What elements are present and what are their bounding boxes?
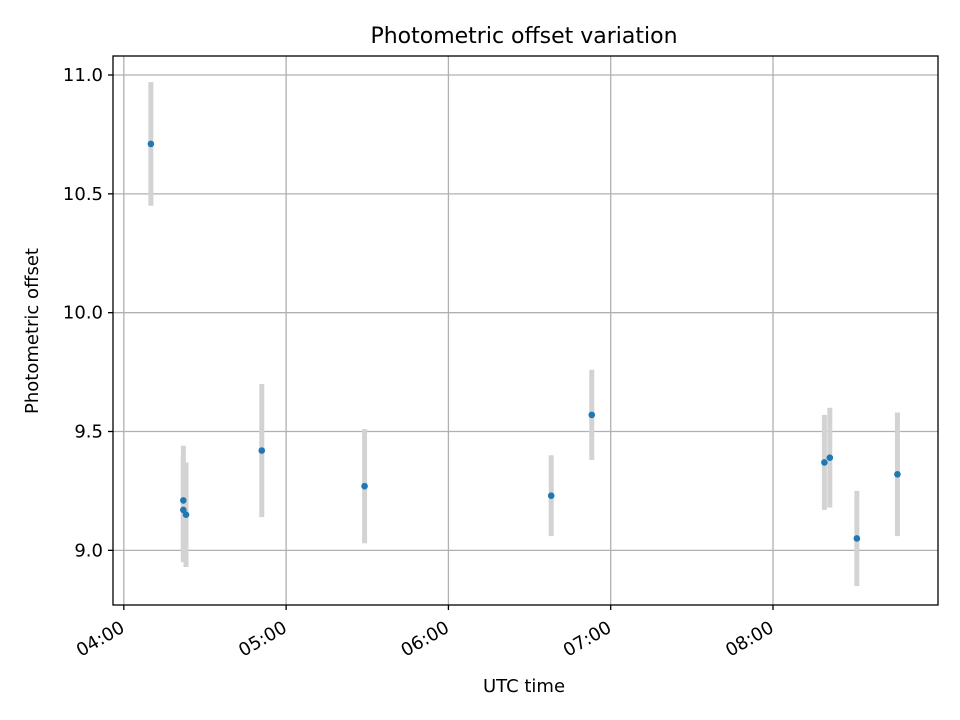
errorbars [148,82,900,586]
y-tick-label: 11.0 [63,65,103,86]
data-point [826,454,834,461]
x-tick-label: 08:00 [722,617,777,661]
x-tick-label: 04:00 [73,617,128,661]
chart-title: Photometric offset variation [370,24,677,49]
y-tick-label: 10.0 [63,303,103,324]
y-tick-label: 10.5 [63,184,103,205]
data-point [147,140,155,148]
x-tick-label: 05:00 [235,617,290,661]
data-point [853,535,861,542]
data-point [821,459,828,466]
data-point [547,492,555,499]
data-point [588,411,596,419]
grid [113,56,938,605]
x-axis-title: UTC time [483,676,565,697]
data-point [182,511,190,518]
axis-ticks: 04:00 05:00 06:00 07:00 08:00 9.0 9.5 10.0 10.5 1… [63,65,778,661]
y-axis-title: Photometric offset [22,248,43,414]
data-point [894,470,901,478]
data-point [180,497,187,504]
y-tick-label: 9.5 [74,422,103,443]
x-tick-label: 06:00 [397,617,452,661]
x-tick-label: 07:00 [560,617,615,661]
plot-frame [112,55,939,606]
data-point [258,447,266,454]
y-tick-label: 9.0 [74,540,103,561]
data-point [361,482,368,490]
data-points [147,140,901,542]
